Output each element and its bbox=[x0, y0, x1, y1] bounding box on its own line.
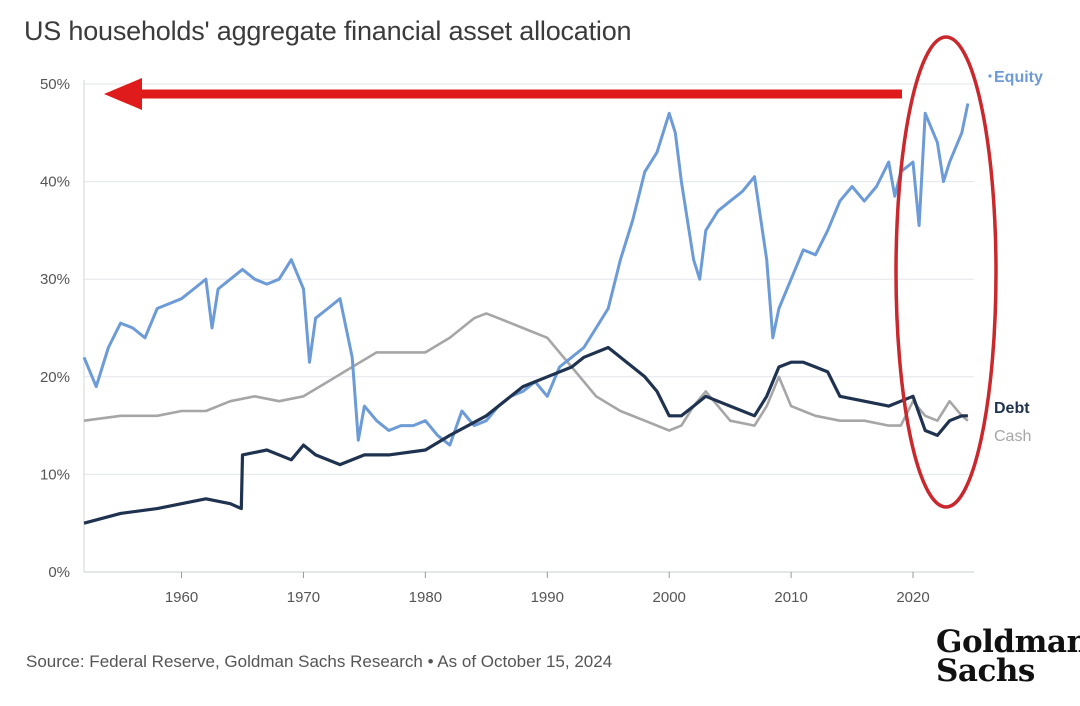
goldman-sachs-logo: Goldman Sachs bbox=[936, 624, 1080, 689]
y-tick-label: 50% bbox=[40, 76, 70, 93]
series-lines bbox=[82, 103, 970, 525]
x-tick-label: 2010 bbox=[774, 589, 807, 606]
x-tick-label: 1980 bbox=[409, 589, 442, 606]
chart-area: 0% 10% 20% 30% 40% 50% 1960 1970 1980 1990 2000 20… bbox=[40, 35, 1043, 606]
series-label-cash: Cash bbox=[994, 428, 1031, 445]
y-tick-label: 30% bbox=[40, 271, 70, 288]
y-tick-label: 20% bbox=[40, 369, 70, 386]
series-line-cash bbox=[83, 312, 969, 432]
series-labels: Equity Debt Cash bbox=[988, 69, 1043, 445]
series-label-debt: Debt bbox=[994, 400, 1030, 417]
x-tick-label: 2020 bbox=[896, 589, 929, 606]
annotation-highlight-ellipse bbox=[894, 35, 998, 509]
series-line-debt bbox=[83, 345, 968, 525]
series-label-equity: Equity bbox=[994, 69, 1043, 86]
chart-title: US households' aggregate financial asset… bbox=[24, 16, 632, 46]
annotations bbox=[104, 35, 998, 509]
logo-line-1: Goldman bbox=[936, 624, 1080, 660]
y-axis-ticks: 0% 10% 20% 30% 40% 50% bbox=[40, 76, 70, 581]
equity-label-dot bbox=[988, 74, 992, 78]
x-tick-label: 2000 bbox=[653, 589, 686, 606]
x-tick-label: 1990 bbox=[531, 589, 564, 606]
series-line-equity bbox=[82, 103, 970, 447]
source-note: Source: Federal Reserve, Goldman Sachs R… bbox=[26, 652, 613, 671]
x-tick-label: 1970 bbox=[287, 589, 320, 606]
x-axis-ticks: 1960 1970 1980 1990 2000 2010 2020 bbox=[165, 572, 930, 606]
y-tick-label: 10% bbox=[40, 466, 70, 483]
annotation-arrow-head bbox=[104, 78, 142, 110]
y-tick-label: 0% bbox=[48, 564, 70, 581]
x-tick-label: 1960 bbox=[165, 589, 198, 606]
logo-line-2: Sachs bbox=[936, 653, 1035, 689]
gridlines bbox=[83, 80, 974, 573]
y-tick-label: 40% bbox=[40, 174, 70, 191]
